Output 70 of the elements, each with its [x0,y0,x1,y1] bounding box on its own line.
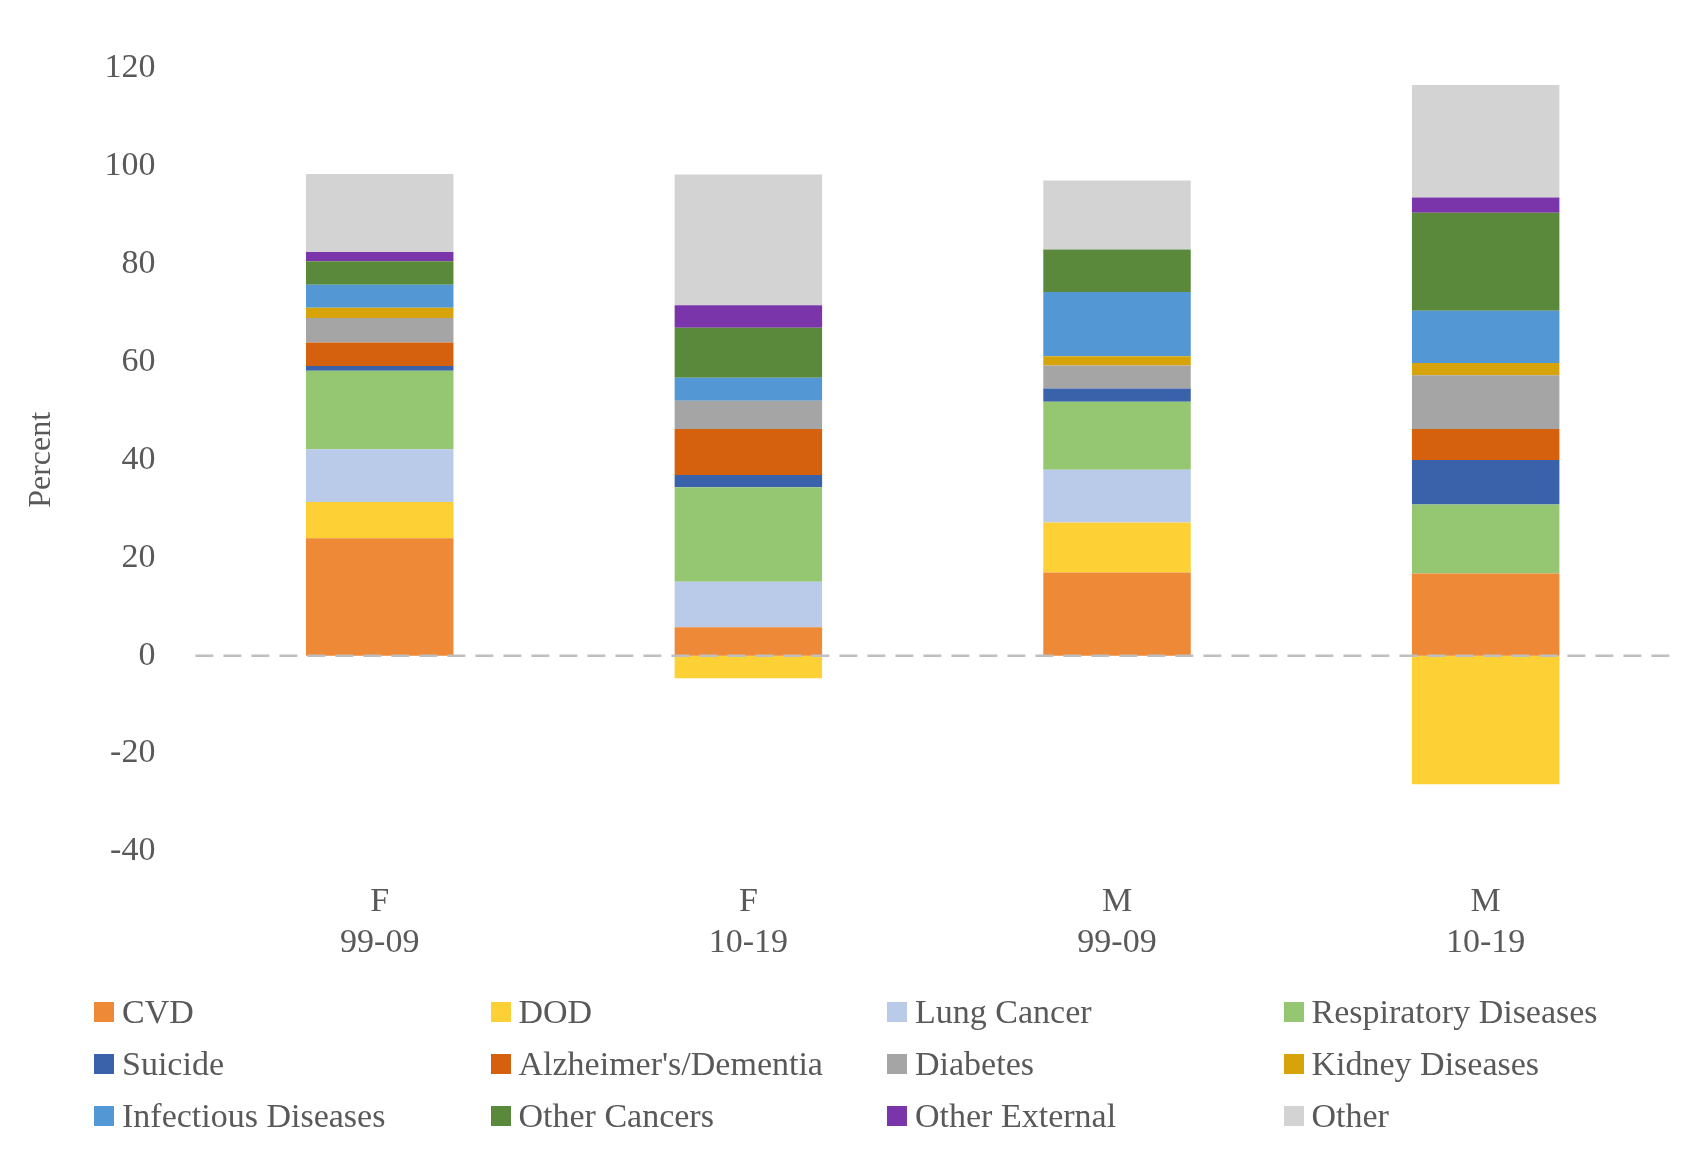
bar [1043,356,1191,366]
bar [674,400,823,430]
bar [1411,375,1560,430]
x-tick-label: F 99-09 [340,880,420,959]
bar [306,342,454,366]
legend-label: Other External [915,1097,1117,1135]
legend-label: Lung Cancer [915,993,1092,1031]
bar [1043,572,1191,656]
legend-label: Alzheimer's/Dementia [518,1045,823,1083]
bar [1411,573,1560,656]
legend-label: Kidney Diseases [1311,1045,1540,1083]
y-tick-label: 20 [121,536,156,574]
bar [674,305,823,328]
x-tick-label: F 10-19 [708,880,789,959]
bar [306,251,454,262]
bar [1411,429,1560,460]
y-tick-label: 100 [104,145,156,183]
x-tick-label: M 10-19 [1446,880,1526,959]
bar [674,627,823,656]
bar [306,365,454,371]
y-tick-label: 120 [104,47,156,85]
bar [674,377,823,401]
bar [306,284,454,308]
bar [674,429,823,476]
y-tick-label: 40 [121,438,156,476]
legend-label: Other [1311,1097,1389,1135]
y-tick-label: 80 [121,243,156,281]
bar [1411,212,1560,311]
bar [1043,365,1191,389]
legend-label: Infectious Diseases [122,1097,386,1135]
bar [674,327,823,378]
bar [306,449,454,502]
bar [306,174,454,252]
bar [1043,292,1191,357]
y-tick-label: 60 [121,340,156,378]
y-axis-title: Percent [20,411,57,508]
bar [1043,249,1191,293]
legend-label: Suicide [122,1045,224,1083]
bar [674,475,823,488]
bar [306,261,454,285]
bar [1411,655,1560,785]
bar [1411,504,1560,574]
bar [1411,459,1560,505]
bar [306,370,454,450]
bar [1411,363,1560,376]
bar [1411,310,1560,363]
bar [1043,469,1191,523]
bar [1043,180,1191,250]
bar [306,538,454,656]
bar [674,487,823,582]
bar [674,655,823,679]
bar [1043,401,1191,470]
y-tick-label: -40 [110,830,156,868]
bar [306,501,454,539]
legend-label: Other Cancers [518,1097,714,1135]
bar [1043,388,1191,402]
legend-label: CVD [122,993,194,1031]
y-tick-label: -20 [110,732,156,770]
x-tick-label: M 99-09 [1077,880,1157,959]
bar [306,307,454,318]
bar [674,174,823,306]
bar [1411,197,1560,213]
bar [306,317,454,343]
y-tick-label: 0 [138,634,156,672]
legend-label: Respiratory Diseases [1311,993,1598,1031]
bar [674,581,823,628]
bar [1411,85,1560,198]
legend-label: DOD [518,993,593,1031]
legend-label: Diabetes [915,1045,1034,1083]
bar [1043,522,1191,573]
